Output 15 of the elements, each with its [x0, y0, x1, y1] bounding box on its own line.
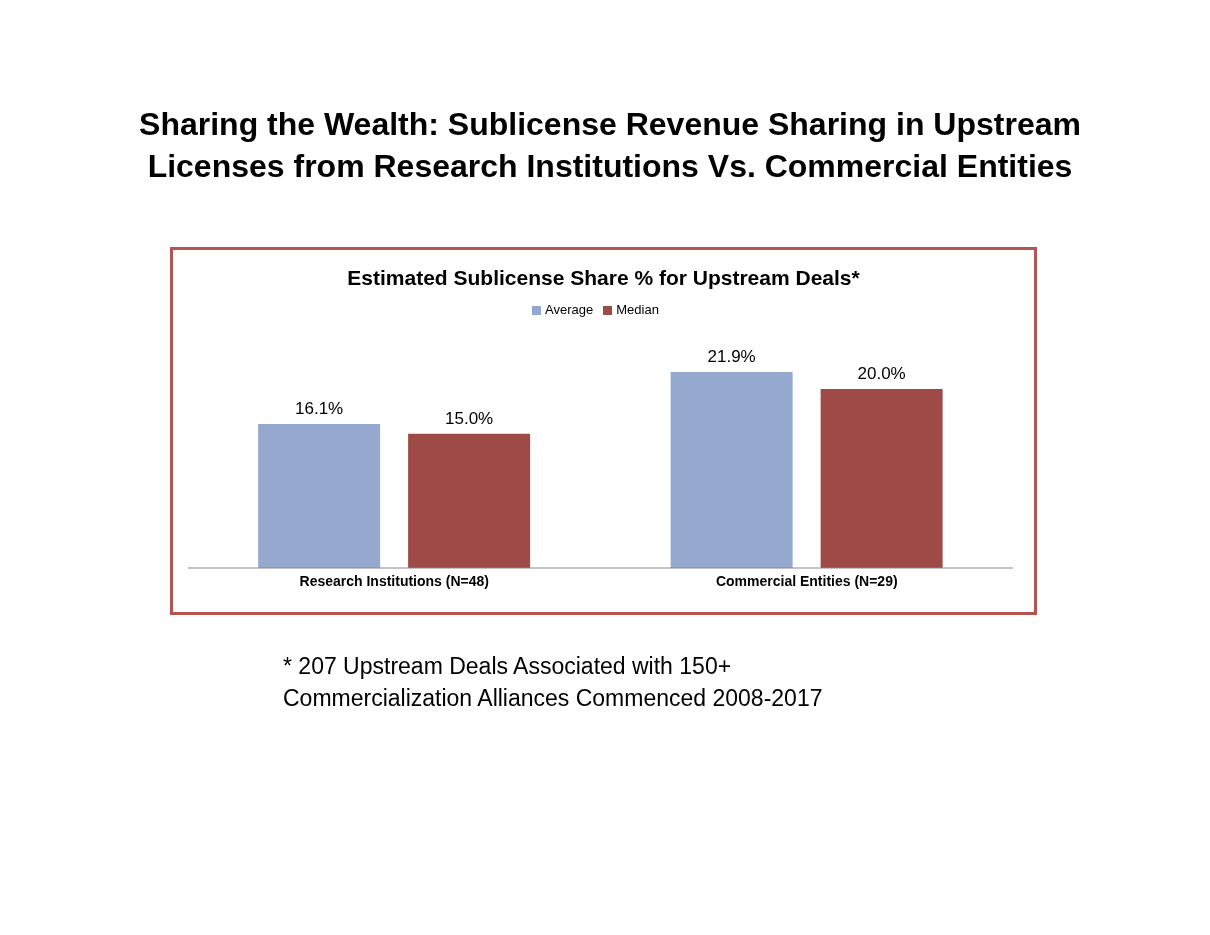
- bar: [258, 423, 381, 568]
- x-tick-label: Research Institutions (N=48): [299, 572, 489, 589]
- bar: [820, 389, 943, 568]
- legend-label: Average: [545, 302, 594, 317]
- data-label: 15.0%: [445, 408, 494, 428]
- text: * 207 Upstream Deals Associated with 150+ Commercialization Alliances Commenced 2008-2017: [283, 652, 823, 713]
- bar: [670, 372, 793, 568]
- bar: [408, 433, 531, 568]
- data-label: 16.1%: [295, 398, 344, 418]
- legend-label: Median: [616, 302, 659, 317]
- x-tick-label: Commercial Entities (N=29): [715, 572, 898, 589]
- data-label: 21.9%: [707, 347, 756, 367]
- chart-title: Sharing the Wealth: Sublicense Revenue Sharing in Upstream Licenses from Research Institutions Vs. Commercial Entities: [138, 105, 1082, 186]
- data-label: 20.0%: [857, 364, 906, 384]
- chart-subtitle: Estimated Sublicense Share % for Upstream Deals*: [346, 266, 861, 290]
